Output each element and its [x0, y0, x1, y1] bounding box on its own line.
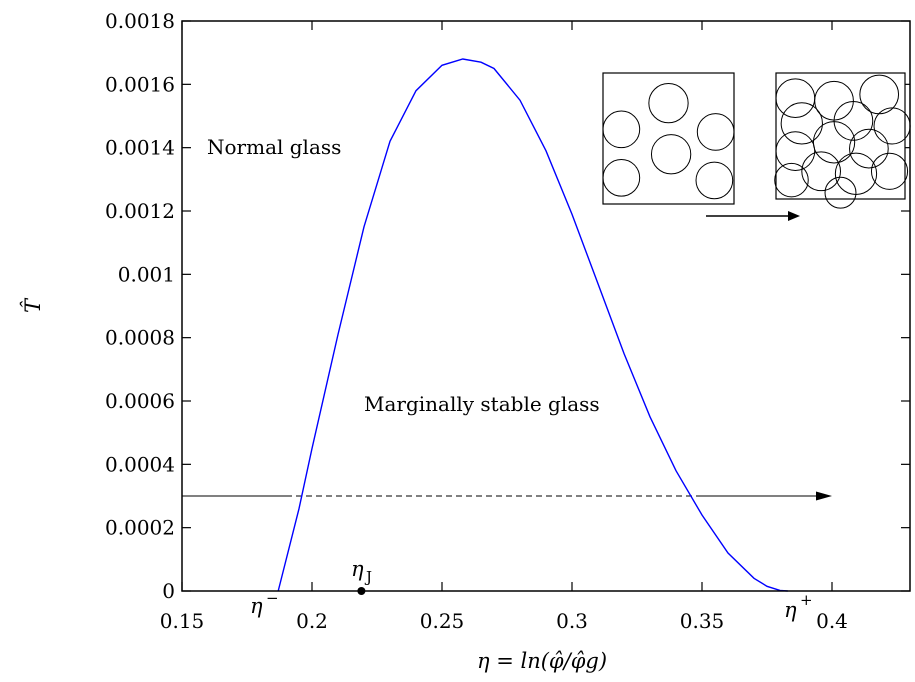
y-tick-label: 0.001 — [118, 262, 175, 286]
eta-j-label: η J — [351, 557, 372, 586]
x-axis-label: η = ln(φ̂/φ̂g) — [477, 649, 607, 673]
inset-sparse-packing — [602, 72, 735, 205]
series-line-blue — [277, 58, 788, 592]
plot-frame — [181, 20, 911, 592]
inset-circle — [812, 121, 856, 164]
inset-circle — [650, 134, 692, 175]
svg-text:η: η — [351, 557, 364, 581]
y-tick-label: 0 — [162, 579, 175, 603]
reference-line — [182, 491, 832, 501]
inset-circle — [780, 102, 823, 145]
y-tick-label: 0.0014 — [105, 136, 175, 160]
marginal-glass-label: Marginally stable glass — [364, 392, 600, 416]
svg-text:−: − — [266, 589, 279, 607]
normal-glass-label: Normal glass — [207, 135, 341, 159]
eta-plus-label: η + — [784, 591, 813, 622]
inset-circle — [870, 152, 909, 190]
inset-arrow — [706, 211, 800, 221]
y-tick-label: 0.0004 — [105, 452, 175, 476]
inset-dense-packing — [774, 72, 911, 209]
svg-text:η: η — [784, 598, 797, 622]
inset-circle — [833, 101, 874, 141]
eta-minus-label: η − — [250, 589, 279, 618]
x-tick-label: 0.3 — [556, 609, 588, 633]
inset-circle — [824, 176, 857, 209]
svg-text:+: + — [800, 591, 813, 609]
inset-circle — [695, 161, 734, 200]
x-tick-label: 0.35 — [680, 609, 725, 633]
y-tick-label: 0.0002 — [105, 516, 175, 540]
y-axis-label: T̂ — [21, 297, 45, 313]
svg-text:J: J — [364, 568, 372, 586]
x-axis-ticks: 0.15 0.2 0.25 0.3 0.35 0.4 — [160, 21, 848, 633]
inset-circle — [696, 113, 735, 151]
svg-text:η: η — [250, 594, 263, 618]
y-tick-label: 0.0012 — [105, 199, 175, 223]
inset-circle — [602, 158, 641, 197]
inset-circle — [849, 128, 889, 169]
y-tick-label: 0.0018 — [105, 9, 175, 33]
x-tick-label: 0.15 — [160, 609, 205, 633]
y-tick-label: 0.0016 — [105, 72, 175, 96]
inset-circle — [801, 151, 842, 192]
y-tick-label: 0.0008 — [105, 326, 175, 350]
eta-j-point — [357, 587, 366, 595]
inset-circle — [873, 107, 911, 145]
y-axis-ticks: 0 0.0002 0.0004 0.0006 0.0008 0.001 0.0012 0.00… — [105, 9, 910, 603]
inset-circle — [648, 82, 689, 124]
inset-circle — [602, 110, 641, 149]
inset-circle — [775, 131, 816, 171]
x-tick-label: 0.25 — [420, 609, 465, 633]
inset-circle — [774, 162, 809, 198]
x-tick-label: 0.2 — [296, 609, 328, 633]
x-tick-label: 0.4 — [816, 609, 848, 633]
reference-line-arrowhead — [816, 491, 832, 501]
y-tick-label: 0.0006 — [105, 389, 175, 413]
